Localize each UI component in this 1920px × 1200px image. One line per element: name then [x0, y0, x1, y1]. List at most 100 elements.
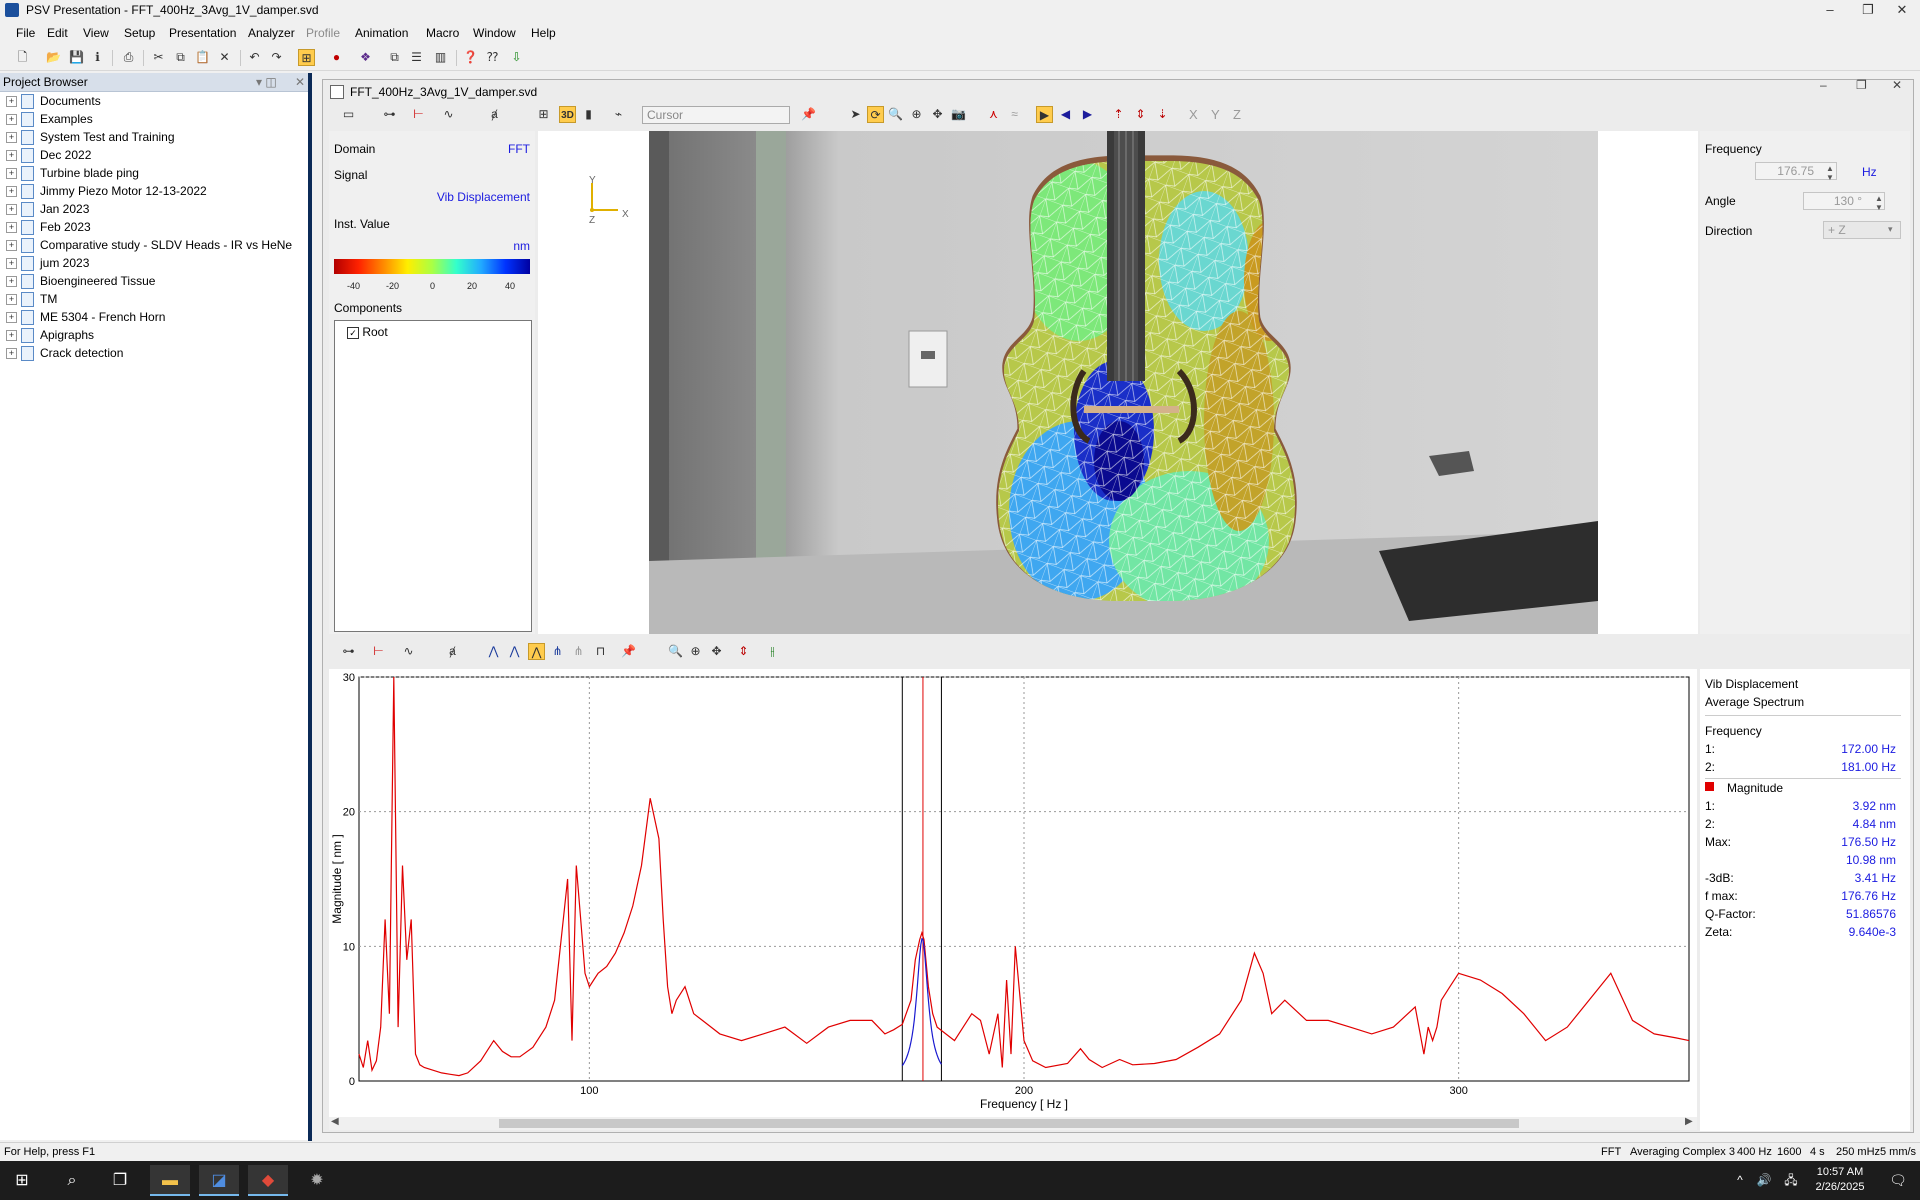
doc-close-button[interactable]: ✕: [1892, 78, 1903, 92]
point-select-icon[interactable]: ⊢: [413, 107, 424, 121]
peak-fit-icon[interactable]: ⋀: [528, 643, 545, 660]
menu-setup[interactable]: Setup: [124, 26, 156, 40]
animation-icon[interactable]: ⌁: [614, 107, 623, 121]
amplitude-up-icon[interactable]: ⇡: [1113, 107, 1124, 121]
direction-select[interactable]: + Z: [1823, 221, 1901, 239]
amplitude-reset-icon[interactable]: ⇕: [1135, 107, 1146, 121]
close-button[interactable]: ✕: [1896, 2, 1908, 17]
measurement-points-icon[interactable]: ⊶: [342, 644, 355, 658]
scroll-left-icon[interactable]: ◀: [331, 1116, 339, 1127]
signal-type-icon[interactable]: ∿: [443, 107, 454, 121]
chevron-down-icon[interactable]: ▾: [1888, 224, 1893, 234]
tree-item[interactable]: + Bioengineered Tissue: [6, 274, 155, 292]
psv-acquisition-icon[interactable]: ◆: [248, 1165, 288, 1196]
tree-item[interactable]: + ME 5304 - French Horn: [6, 310, 165, 328]
menu-view[interactable]: View: [83, 26, 109, 40]
panel-close-icon[interactable]: ✕: [295, 75, 306, 89]
root-node[interactable]: ✓ Root: [347, 325, 388, 339]
cursor-lines-icon[interactable]: ⫲: [770, 644, 775, 658]
app-tray-icon[interactable]: ✹: [310, 1172, 324, 1189]
print-icon[interactable]: ⎙: [123, 50, 134, 64]
band-icon[interactable]: ⊓: [595, 644, 606, 658]
network-icon[interactable]: 🖧: [1784, 1173, 1798, 1187]
domain-value[interactable]: FFT: [508, 142, 530, 156]
camera-icon[interactable]: 📷: [951, 107, 966, 121]
checkbox-checked-icon[interactable]: ✓: [347, 326, 359, 339]
tree-item[interactable]: + System Test and Training: [6, 130, 175, 148]
paste-icon[interactable]: 📋: [195, 50, 210, 64]
download-icon[interactable]: ⇩: [511, 50, 522, 64]
display-settings-icon[interactable]: ⊞: [538, 107, 549, 121]
zoom-icon[interactable]: 🔍: [668, 644, 683, 658]
open-icon[interactable]: 📂: [46, 50, 61, 64]
cascade-icon[interactable]: ⧉: [390, 50, 399, 64]
tree-item[interactable]: + Documents: [6, 94, 101, 112]
menu-animation[interactable]: Animation: [355, 26, 409, 40]
display-mode-icon[interactable]: ⱥ: [491, 107, 498, 121]
undo-icon[interactable]: ↶: [249, 50, 260, 64]
signal-type-icon[interactable]: ∿: [403, 644, 414, 658]
redo-icon[interactable]: ↷: [271, 50, 282, 64]
angle-spinbox[interactable]: 130 °: [1803, 192, 1885, 210]
help-icon[interactable]: ❓: [463, 50, 478, 64]
spectrum-plot-area[interactable]: 100 200 300 0 10 20 30 Frequency [ Hz ] Magnitud…: [329, 669, 1697, 1119]
spin-arrows-icon[interactable]: ▲ ▼: [1826, 164, 1834, 182]
scroll-right-icon[interactable]: ▶: [1685, 1116, 1693, 1127]
save-icon[interactable]: 💾: [69, 50, 84, 64]
unit-value[interactable]: nm: [513, 239, 530, 253]
zoom-icon[interactable]: 🔍: [888, 107, 903, 121]
file-explorer-icon[interactable]: ▬: [150, 1165, 190, 1196]
project-browser-toggle-icon[interactable]: ⊞: [298, 49, 315, 66]
tree-item[interactable]: + Comparative study - SLDV Heads - IR vs …: [6, 238, 292, 256]
menu-macro[interactable]: Macro: [426, 26, 460, 40]
pin-tool-icon[interactable]: 📌: [621, 644, 636, 658]
notification-icon[interactable]: 🗨: [1889, 1172, 1907, 1188]
restore-button[interactable]: ❐: [1862, 2, 1874, 17]
info-icon[interactable]: ℹ: [95, 50, 100, 64]
tree-item[interactable]: + Examples: [6, 112, 93, 130]
task-view-icon[interactable]: ❐: [112, 1172, 128, 1189]
menu-presentation[interactable]: Presentation: [169, 26, 237, 40]
chevron-up-icon[interactable]: ^: [1737, 1173, 1743, 1187]
tree-item[interactable]: + Crack detection: [6, 346, 123, 364]
copy-icon[interactable]: ⧉: [176, 50, 185, 64]
spectrum-chart[interactable]: 100 200 300 0 10 20 30 Frequency [ Hz ] Magnitud…: [329, 669, 1697, 1119]
menu-edit[interactable]: Edit: [47, 26, 68, 40]
axis-z-button[interactable]: Z: [1233, 107, 1241, 122]
step-back-icon[interactable]: ◀: [1060, 107, 1071, 121]
pan-icon[interactable]: ✥: [711, 644, 722, 658]
menu-help[interactable]: Help: [531, 26, 556, 40]
rotate-icon[interactable]: ⟳: [867, 106, 884, 123]
step-forward-icon[interactable]: ▶: [1082, 107, 1093, 121]
peak-icon[interactable]: ⋀: [488, 644, 499, 658]
system-clock[interactable]: 10:57 AM 2/26/2025: [1800, 1165, 1880, 1195]
doc-restore-button[interactable]: ❐: [1856, 78, 1867, 92]
y-scale-icon[interactable]: ⇕: [738, 644, 749, 658]
play-icon[interactable]: ▶: [1036, 106, 1053, 123]
zoom-fit-icon[interactable]: ⊕: [690, 644, 701, 658]
spin-arrows-icon[interactable]: ▲ ▼: [1875, 194, 1883, 212]
menu-window[interactable]: Window: [473, 26, 516, 40]
view-layout-icon[interactable]: ▭: [342, 107, 355, 121]
cut-icon[interactable]: ✂: [153, 50, 164, 64]
select-arrow-icon[interactable]: ➤: [850, 107, 861, 121]
record-icon[interactable]: ●: [332, 50, 341, 64]
tree-item[interactable]: + Apigraphs: [6, 328, 94, 346]
harmonics-off-icon[interactable]: ⋔: [573, 644, 584, 658]
menu-file[interactable]: File: [16, 26, 36, 40]
tile-horizontal-icon[interactable]: ☰: [411, 50, 422, 64]
tree-item[interactable]: + Feb 2023: [6, 220, 91, 238]
horizontal-scrollbar[interactable]: ◀ ▶: [329, 1116, 1697, 1130]
tree-item[interactable]: + jum 2023: [6, 256, 89, 274]
triad-icon[interactable]: ⋏: [989, 107, 998, 121]
context-help-icon[interactable]: ⁇: [486, 50, 499, 64]
panel-splitter[interactable]: [308, 73, 312, 1141]
point-select-icon[interactable]: ⊢: [373, 644, 384, 658]
tree-item[interactable]: + TM: [6, 292, 57, 310]
color-settings-icon[interactable]: ❖: [360, 50, 371, 64]
menu-analyzer[interactable]: Analyzer: [248, 26, 295, 40]
pin-tool-icon[interactable]: 📌: [801, 107, 816, 121]
harmonics-icon[interactable]: ⋔: [552, 644, 563, 658]
signal-value[interactable]: Vib Displacement: [436, 190, 530, 204]
volume-icon[interactable]: 🔊: [1756, 1173, 1772, 1187]
